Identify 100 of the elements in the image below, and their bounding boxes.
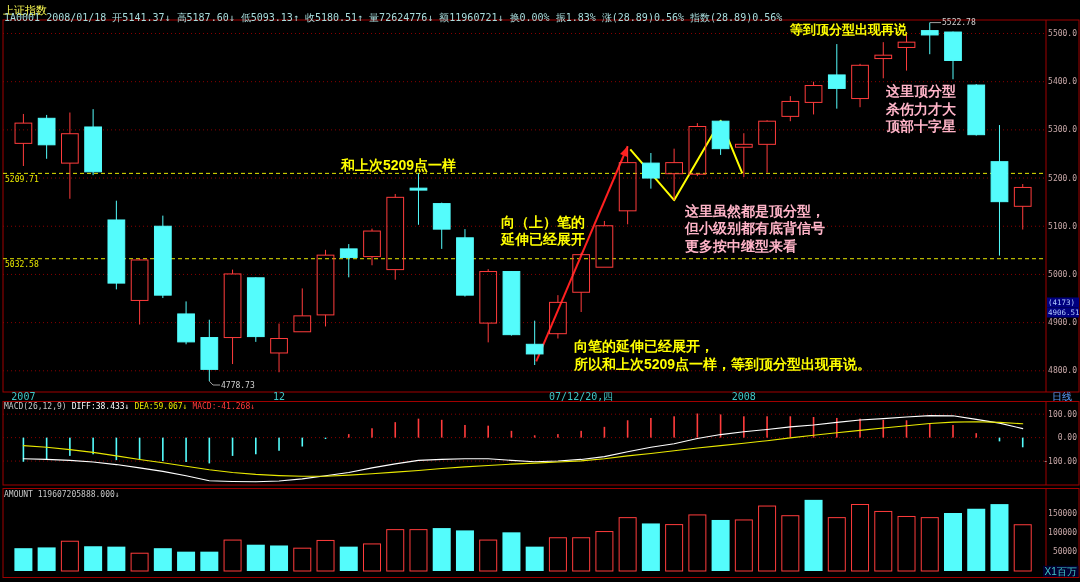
- bar: [967, 508, 986, 571]
- chart-title: AMOUNT 119607205888.000↓: [4, 490, 120, 499]
- bar: [316, 539, 335, 572]
- bar: [177, 551, 196, 571]
- bar: [409, 529, 428, 572]
- bar: [618, 517, 637, 572]
- candlestick: [293, 287, 312, 333]
- bar: [14, 548, 33, 571]
- y-tick-label: 5200.0: [1048, 173, 1078, 183]
- y-tick-label: 150000: [1048, 508, 1078, 518]
- annotation: 这里顶分型杀伤力才大顶部十字星: [885, 83, 957, 135]
- bar: [107, 546, 126, 571]
- bar: [548, 537, 567, 572]
- candlestick: [339, 243, 358, 278]
- ref-line-label: 5032.58: [5, 260, 39, 270]
- bar: [758, 505, 777, 572]
- ref-line-label: 5209.71: [5, 174, 39, 184]
- candlestick: [409, 172, 428, 226]
- candlestick: [827, 43, 846, 110]
- bar: [479, 539, 498, 572]
- bar: [246, 544, 265, 571]
- candlestick: [665, 148, 683, 201]
- bar: [665, 524, 684, 572]
- bar: [432, 528, 451, 571]
- candlestick: [758, 120, 776, 174]
- candlestick: [223, 269, 242, 365]
- bar: [153, 548, 172, 571]
- bar: [293, 547, 312, 572]
- text: DEA:59.067↓: [134, 402, 188, 411]
- candlestick: [572, 252, 591, 313]
- candlestick: [549, 294, 567, 340]
- y-tick-label: 4800.0: [1048, 366, 1078, 376]
- bar: [897, 515, 916, 572]
- bar: [60, 540, 79, 572]
- candlestick: [851, 64, 869, 108]
- candlestick: [920, 22, 939, 55]
- y-tick-label: 5300.0: [1048, 125, 1078, 135]
- bar: [944, 513, 962, 571]
- bar: [270, 545, 289, 571]
- bar: [641, 523, 660, 571]
- candlestick: [781, 95, 800, 122]
- annotation: 和上次5209点一样: [340, 157, 457, 173]
- y-tick-label: 50000: [1052, 547, 1078, 557]
- annotation: 等到顶分型出现再说: [789, 21, 908, 36]
- annotation: 4778.73: [221, 380, 255, 390]
- y-tick-label: 5500.0: [1048, 28, 1078, 38]
- line-series: [22, 415, 1024, 483]
- candlestick: [874, 41, 893, 79]
- y-tick-label: 4900.0: [1048, 318, 1078, 328]
- x-tick-label: 12: [273, 391, 286, 402]
- bar: [339, 546, 358, 571]
- bar: [455, 530, 474, 571]
- candlestick: [642, 152, 660, 190]
- bar: [223, 539, 242, 572]
- y-tick-label: 5100.0: [1048, 221, 1078, 231]
- bar: [363, 543, 381, 572]
- bar: [595, 531, 614, 572]
- x-tick-label: 2008: [731, 391, 756, 402]
- bar: [1013, 524, 1032, 572]
- chart-title: MACD(26,12,9): [4, 402, 67, 411]
- bar: [200, 551, 219, 571]
- x-tick-label: 2007: [11, 391, 36, 402]
- bar: [804, 499, 823, 571]
- text: DIFF:38.433↓: [71, 402, 130, 411]
- annotation: 5522.78: [942, 18, 976, 28]
- bar: [827, 517, 846, 572]
- annotation: 这里虽然都是顶分型，但小级别都有底背信号更多按中继型来看: [684, 202, 825, 254]
- y-tick-label: 100000: [1048, 527, 1078, 537]
- line-series: [22, 421, 1024, 477]
- y-tick-label: 5400.0: [1048, 77, 1078, 87]
- annotation: 向（上）笔的延伸已经展开: [500, 213, 585, 248]
- candlestick: [1013, 183, 1032, 231]
- bar: [386, 529, 405, 572]
- bar: [920, 517, 939, 572]
- y-tick-label: 0.00: [1057, 433, 1078, 443]
- annotation: 向笔的延伸已经展开，所以和上次5209点一样，等到顶分型出现再说。: [573, 338, 872, 372]
- bar: [711, 519, 730, 571]
- y-tick-label: -100.00: [1043, 456, 1078, 466]
- x-axis-title: 日线: [1052, 391, 1072, 402]
- y-tick-label: 100.00: [1048, 409, 1078, 419]
- candlestick: [61, 112, 79, 200]
- bar: [874, 510, 893, 572]
- y-tick-label: 5000.0: [1048, 269, 1078, 279]
- bar: [130, 552, 149, 572]
- bar: [502, 532, 521, 571]
- candlestick: [14, 113, 33, 167]
- bar: [851, 503, 870, 572]
- bar: [990, 504, 1009, 571]
- candlestick: [479, 268, 498, 343]
- bar: [688, 514, 707, 572]
- candlestick: [386, 193, 405, 281]
- bar: [572, 537, 591, 572]
- bar: [525, 546, 544, 571]
- bar: [37, 547, 56, 571]
- x-tick-label: 07/12/20,四: [549, 391, 614, 402]
- bar: [84, 546, 103, 571]
- candlestick: [525, 320, 544, 366]
- text: X1百万: [1044, 565, 1077, 577]
- candlestick: [363, 228, 381, 266]
- text: MACD:-41.268↓: [192, 402, 256, 411]
